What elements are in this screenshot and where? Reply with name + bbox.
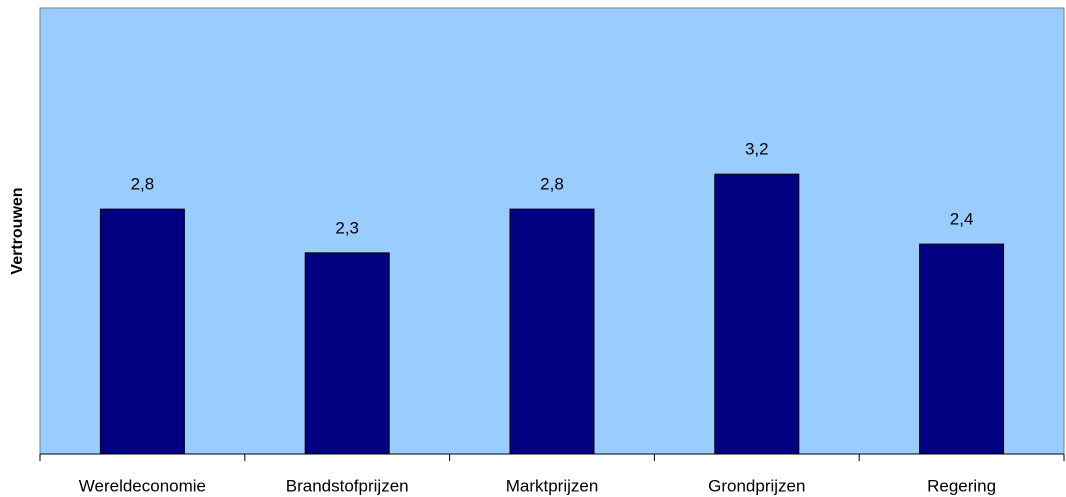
bar [714, 173, 800, 455]
bar [99, 208, 185, 455]
x-tick-label: Marktprijzen [506, 476, 599, 495]
bar [919, 243, 1005, 455]
x-tick-label: Brandstofprijzen [286, 476, 409, 495]
data-label: 2,3 [335, 218, 359, 237]
data-label: 3,2 [745, 140, 769, 159]
bar [509, 208, 595, 455]
data-label: 2,8 [131, 175, 155, 194]
y-axis-label: Vertrouwen [9, 187, 26, 274]
bar [304, 252, 390, 455]
data-label: 2,8 [540, 175, 564, 194]
x-tick-label: Grondprijzen [708, 476, 805, 495]
x-tick-label: Wereldeconomie [79, 476, 206, 495]
x-tick-label: Regering [927, 476, 996, 495]
data-label: 2,4 [950, 210, 974, 229]
